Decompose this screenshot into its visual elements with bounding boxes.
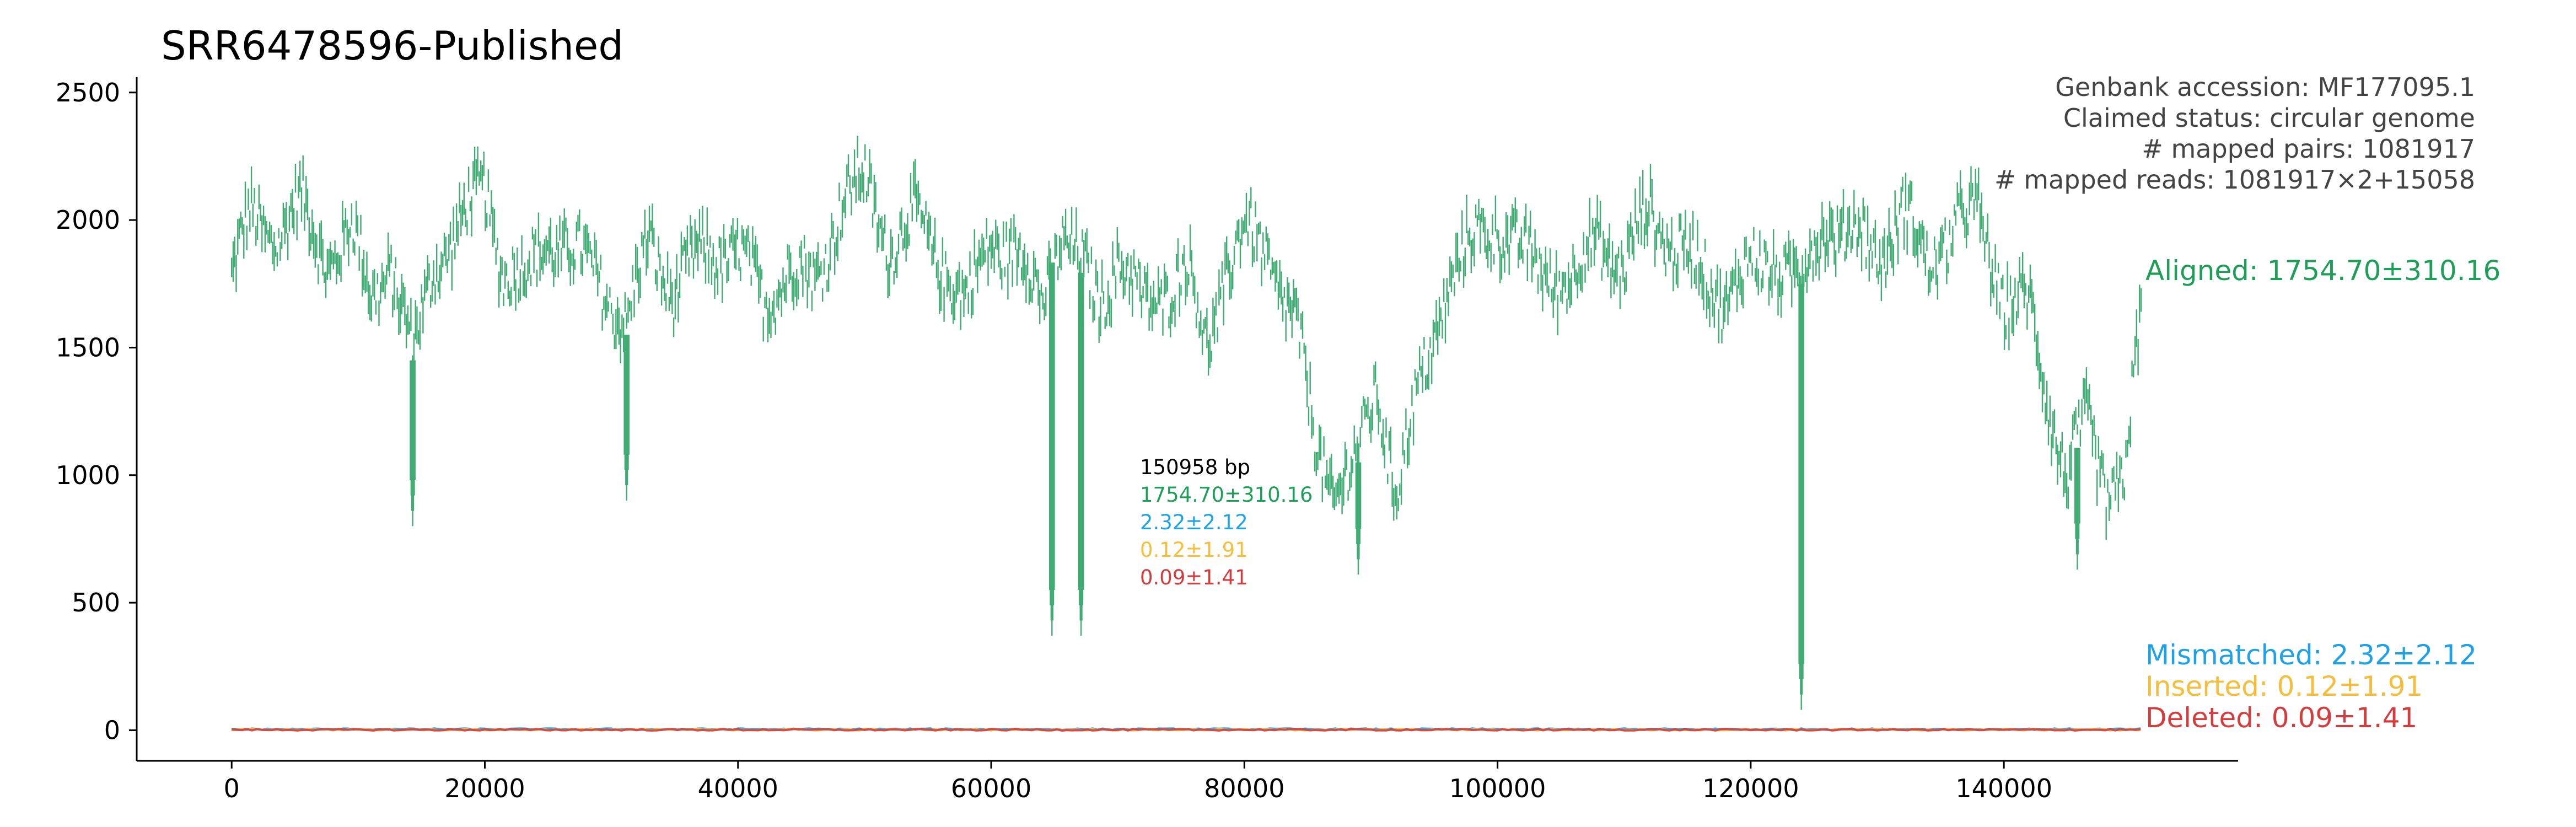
x-tick-label: 120000: [1702, 774, 1799, 803]
info-accession: Genbank accession: MF177095.1: [2055, 72, 2475, 102]
series-aligned: [231, 136, 2142, 710]
legend-deleted: Deleted: 0.09±1.41: [2145, 702, 2417, 734]
center-stat-aligned: 1754.70±310.16: [1140, 483, 1313, 507]
series-deleted: [232, 728, 2141, 732]
y-ticks: 0 500 1000 1500 2000 2500: [56, 78, 137, 745]
axes: [136, 77, 2238, 762]
x-ticks: 0 20000 40000 60000 80000 100000 120000 140000: [224, 761, 2052, 803]
y-tick-label: 2000: [56, 205, 120, 235]
center-stat-inserted: 0.12±1.91: [1140, 538, 1248, 562]
info-reads: # mapped reads: 1081917×2+15058: [1994, 165, 2475, 195]
x-tick-label: 80000: [1204, 774, 1284, 803]
x-tick-label: 60000: [951, 774, 1031, 803]
y-tick-label: 500: [72, 588, 120, 617]
chart-title: SRR6478596-Published: [161, 23, 623, 69]
x-tick-label: 20000: [444, 774, 525, 803]
y-tick-label: 0: [104, 715, 120, 745]
center-stat-length: 150958 bp: [1140, 455, 1250, 479]
legend: Aligned: 1754.70±310.16 Mismatched: 2.32…: [2145, 255, 2500, 734]
x-tick-label: 0: [224, 774, 240, 803]
plot-area: [231, 136, 2142, 732]
y-tick-label: 1500: [56, 332, 120, 362]
y-tick-label: 2500: [56, 78, 120, 108]
x-tick-label: 140000: [1955, 774, 2052, 803]
info-pairs: # mapped pairs: 1081917: [2142, 134, 2475, 164]
y-tick-label: 1000: [56, 460, 120, 490]
legend-inserted: Inserted: 0.12±1.91: [2145, 670, 2423, 702]
center-stat-mismatched: 2.32±2.12: [1140, 511, 1248, 534]
center-stats: 150958 bp 1754.70±310.16 2.32±2.12 0.12±…: [1140, 455, 1313, 589]
x-tick-label: 100000: [1449, 774, 1546, 803]
x-tick-label: 40000: [698, 774, 778, 803]
info-status: Claimed status: circular genome: [2063, 103, 2475, 133]
info-box: Genbank accession: MF177095.1 Claimed st…: [1994, 72, 2475, 195]
legend-aligned: Aligned: 1754.70±310.16: [2145, 255, 2500, 287]
center-stat-deleted: 0.09±1.41: [1140, 566, 1248, 589]
legend-mismatched: Mismatched: 2.32±2.12: [2145, 639, 2477, 671]
